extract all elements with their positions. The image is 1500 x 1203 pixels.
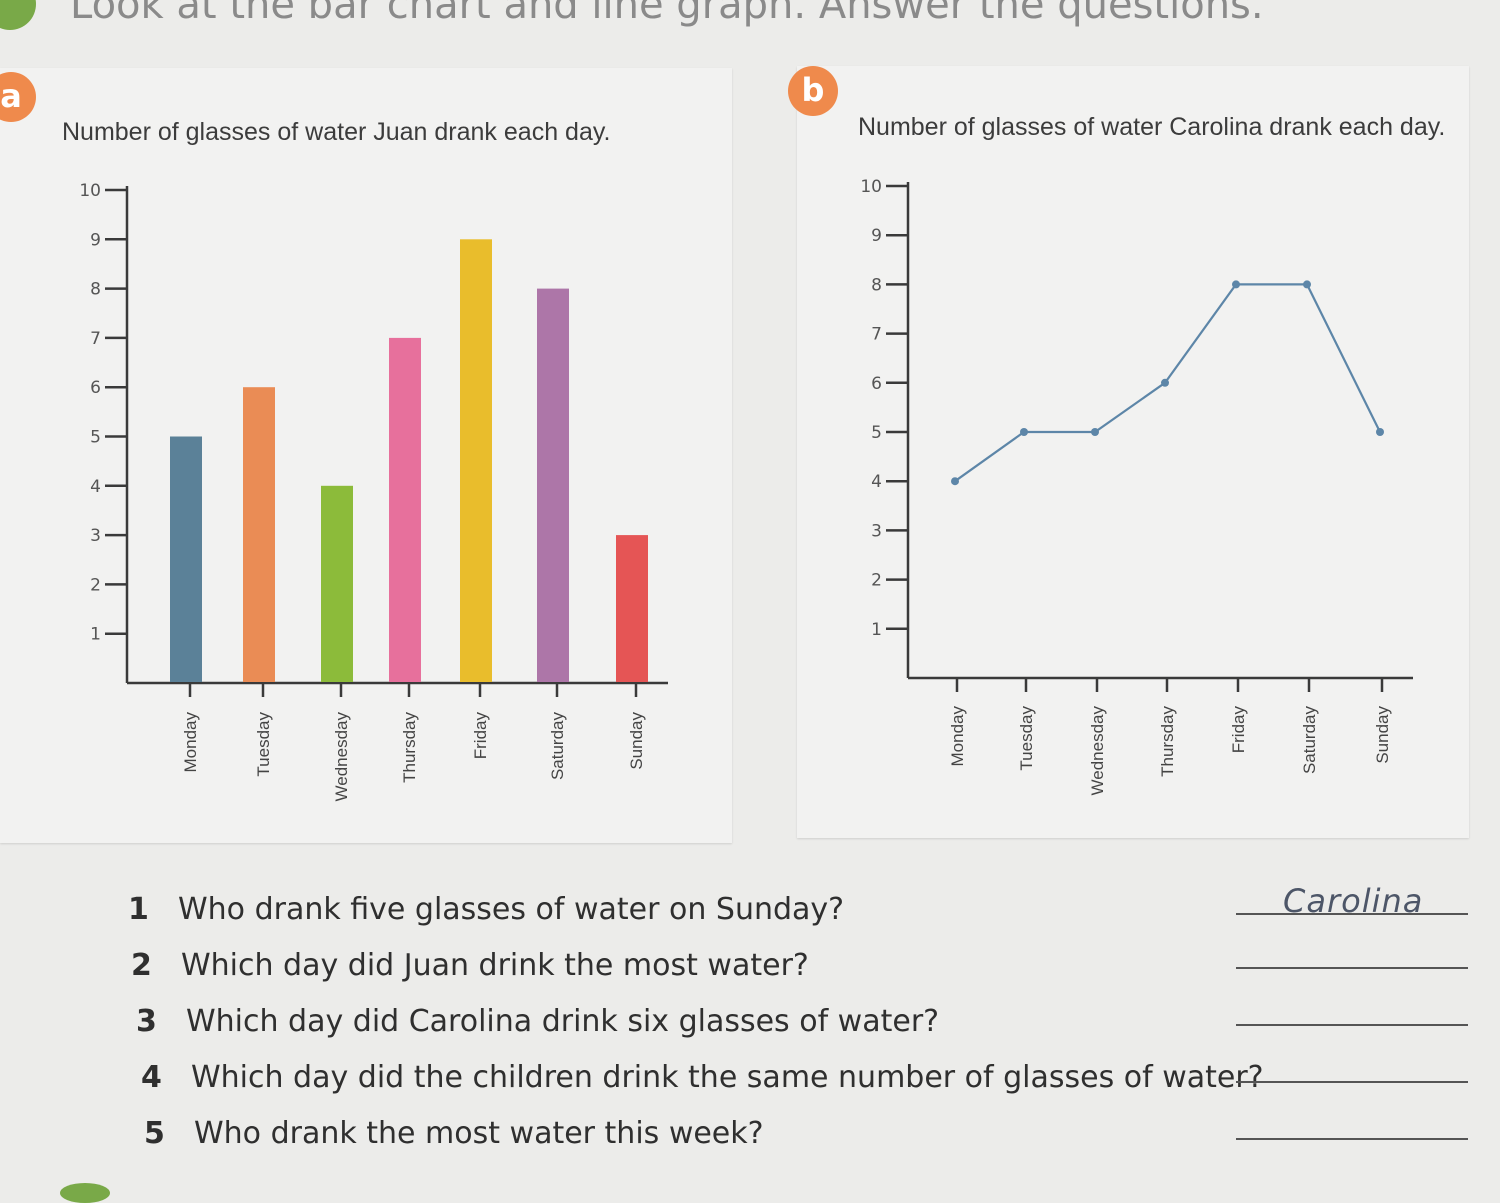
- x-category-label: Wednesday: [332, 712, 351, 802]
- bar-chart-title: Number of glasses of water Juan drank ea…: [62, 118, 611, 146]
- y-tick-label: 4: [871, 472, 882, 492]
- point-sunday: [1376, 428, 1384, 436]
- y-tick-label: 2: [90, 575, 101, 595]
- exercise-instruction: Look at the bar chart and line graph. An…: [0, 0, 1500, 34]
- x-category-label: Saturday: [548, 712, 567, 781]
- x-category-label: Friday: [1229, 706, 1248, 754]
- x-category-label: Monday: [948, 706, 967, 767]
- bar-tuesday: [243, 387, 275, 682]
- x-category-label: Sunday: [627, 712, 646, 770]
- bar-chart: 1 2 3 4 5 6 7 8 9 10 Monday Tuesday Wednesday Thursda…: [79, 181, 668, 801]
- line-graph: 1 2 3 4 5 6 7 8 9 10 Monday Tuesday Wednesday Thursda…: [860, 177, 1413, 795]
- y-tick-label: 6: [871, 374, 882, 394]
- point-thursday: [1161, 378, 1169, 387]
- x-category-label: Tuesday: [254, 712, 273, 777]
- point-saturday: [1303, 280, 1311, 289]
- y-tick-label: 10: [860, 177, 882, 197]
- y-tick-label: 9: [90, 230, 101, 250]
- point-friday: [1232, 280, 1240, 289]
- y-tick-label: 1: [871, 620, 882, 640]
- bar-saturday: [537, 288, 569, 682]
- line-graph-title: Number of glasses of water Carolina dran…: [858, 113, 1446, 141]
- y-tick-label: 8: [871, 275, 882, 295]
- x-category-label: Saturday: [1300, 706, 1319, 775]
- y-tick-label: 10: [79, 181, 101, 201]
- x-category-label: Thursday: [1158, 706, 1177, 777]
- instruction-text: Look at the bar chart and line graph. An…: [70, 0, 1264, 28]
- y-tick-label: 7: [871, 325, 882, 345]
- y-tick-label: 9: [871, 226, 882, 246]
- bar-wednesday: [321, 485, 353, 682]
- x-category-label: Tuesday: [1017, 706, 1036, 771]
- point-monday: [951, 477, 959, 486]
- bar-monday: [170, 436, 202, 682]
- bar-friday: [460, 239, 492, 683]
- bar-sunday: [616, 535, 648, 682]
- y-tick-label: 6: [90, 378, 101, 398]
- x-category-label: Sunday: [1373, 706, 1392, 764]
- point-tuesday: [1020, 428, 1028, 436]
- x-category-label: Friday: [471, 712, 490, 760]
- panel-b-badge: b: [788, 66, 838, 116]
- y-tick-label: 8: [90, 280, 101, 300]
- bar-chart-panel: [0, 68, 732, 843]
- y-tick-label: 3: [90, 526, 101, 546]
- bar-thursday: [389, 337, 421, 682]
- y-tick-label: 5: [90, 428, 101, 448]
- y-tick-label: 7: [90, 329, 101, 349]
- x-category-label: Thursday: [400, 712, 419, 783]
- y-tick-label: 4: [90, 477, 101, 497]
- y-tick-label: 5: [871, 423, 882, 443]
- decorative-blob: [60, 1183, 110, 1203]
- y-tick-label: 2: [871, 571, 882, 591]
- y-tick-label: 3: [871, 521, 882, 541]
- point-wednesday: [1091, 428, 1099, 436]
- y-tick-label: 1: [90, 625, 101, 645]
- x-category-label: Monday: [181, 712, 200, 773]
- x-category-label: Wednesday: [1088, 706, 1107, 796]
